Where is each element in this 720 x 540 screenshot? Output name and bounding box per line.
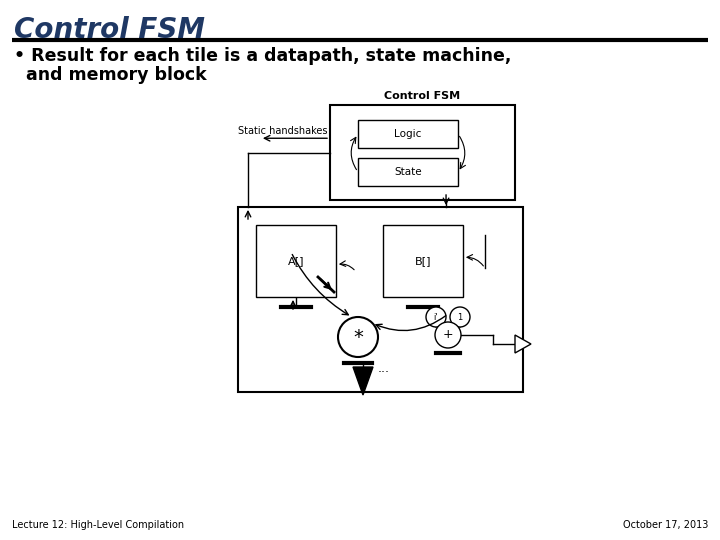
Text: B[]: B[] — [415, 256, 431, 266]
Bar — [358, 120, 458, 148]
Circle shape — [450, 307, 470, 327]
Text: Control FSM: Control FSM — [14, 16, 205, 44]
Circle shape — [435, 322, 461, 348]
Text: • Result for each tile is a datapath, state machine,: • Result for each tile is a datapath, st… — [14, 47, 511, 65]
Circle shape — [338, 317, 378, 357]
Text: Static handshakes: Static handshakes — [238, 126, 328, 136]
Bar — [383, 225, 463, 297]
Text: and memory block: and memory block — [14, 66, 207, 84]
Bar — [330, 105, 515, 200]
Text: Control FSM: Control FSM — [384, 91, 461, 101]
Text: Logic: Logic — [395, 129, 422, 139]
Text: *: * — [353, 327, 363, 347]
Text: +: + — [443, 328, 454, 341]
Polygon shape — [353, 367, 373, 395]
Circle shape — [426, 307, 446, 327]
Text: Lecture 12: High-Level Compilation: Lecture 12: High-Level Compilation — [12, 520, 184, 530]
Bar — [358, 158, 458, 186]
Bar — [256, 225, 336, 297]
Polygon shape — [515, 335, 531, 353]
Text: 1: 1 — [457, 313, 463, 321]
Text: October 17, 2013: October 17, 2013 — [623, 520, 708, 530]
Text: ...: ... — [378, 362, 390, 375]
Text: State: State — [394, 167, 422, 177]
Bar — [238, 207, 523, 392]
Text: A[]: A[] — [288, 256, 305, 266]
Text: i': i' — [433, 313, 438, 321]
